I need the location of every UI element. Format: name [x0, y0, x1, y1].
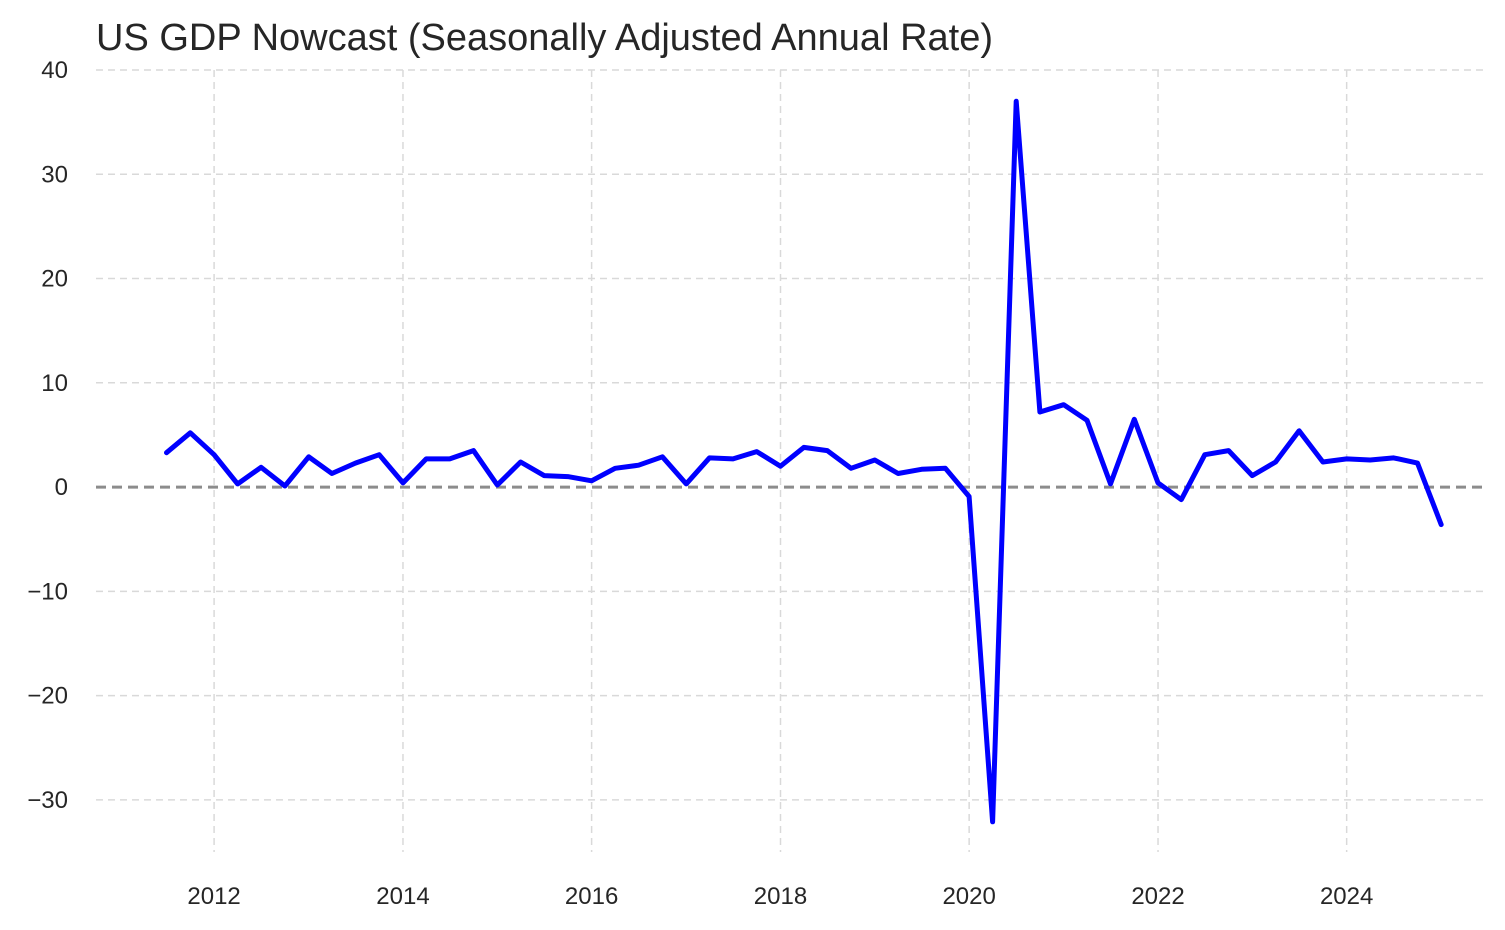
chart-title: US GDP Nowcast (Seasonally Adjusted Annu… [96, 17, 993, 59]
x-tick-label: 2012 [187, 883, 240, 910]
x-tick-label: 2020 [942, 883, 995, 910]
gdp-nowcast-line [164, 98, 1444, 825]
y-tick-label: 20 [41, 266, 68, 293]
y-tick-label: 0 [55, 474, 68, 501]
x-tick-label: 2016 [565, 883, 618, 910]
horizontal-grid [96, 69, 1488, 801]
y-tick-label: −20 [27, 683, 68, 710]
y-tick-label: −30 [27, 787, 68, 814]
y-tick-label: −10 [27, 578, 68, 605]
y-tick-label: 40 [41, 57, 68, 84]
x-tick-label: 2014 [376, 883, 429, 910]
y-axis-tick-labels: 40 30 20 10 0 −10 −20 −30 [27, 57, 68, 814]
x-tick-label: 2024 [1320, 883, 1373, 910]
x-tick-label: 2018 [754, 883, 807, 910]
x-tick-label: 2022 [1131, 883, 1184, 910]
y-tick-label: 10 [41, 370, 68, 397]
x-axis-tick-labels: 2012 2014 2016 2018 2020 2022 2024 [187, 883, 1373, 910]
y-tick-label: 30 [41, 161, 68, 188]
